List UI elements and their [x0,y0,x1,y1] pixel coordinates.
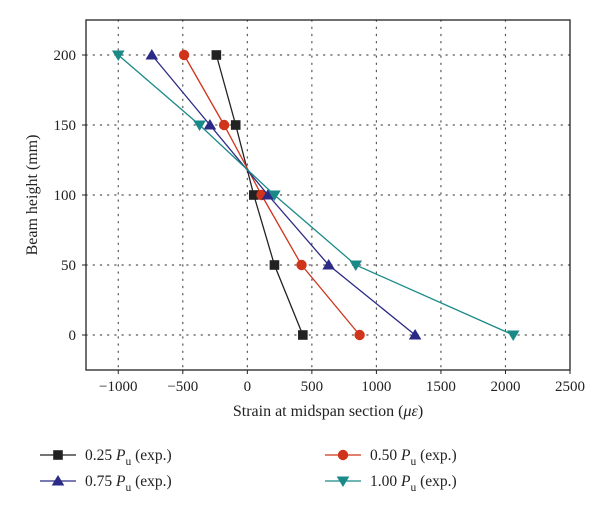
series-layer [111,49,520,341]
data-point [506,330,520,341]
series-3 [145,49,422,340]
x-tick-label: 1500 [426,379,456,395]
legend-marker [53,450,63,460]
data-point [218,119,230,131]
x-tick-label: 1000 [361,379,391,395]
legend-marker [336,476,350,487]
legend-marker [51,475,65,486]
legend: 0.25 Pu (exp.) 0.50 Pu (exp.) 0.75 Pu (exp… [40,447,457,494]
y-tick-label: 50 [61,258,76,274]
data-point [408,329,422,340]
data-point [322,259,335,270]
series-4 [111,50,520,341]
data-point [248,190,259,200]
data-point [111,50,125,61]
legend-item: 0.75 Pu (exp.) [40,473,172,494]
data-point [268,190,281,201]
legend-label: 0.75 Pu (exp.) [85,473,172,494]
data-point [193,120,206,131]
legend-label: 0.25 Pu (exp.) [85,447,172,468]
legend-marker [337,449,349,461]
data-point [178,49,190,61]
y-tick-label: 100 [54,188,77,204]
grid [85,19,571,371]
data-point [298,330,308,340]
x-tick-label: −500 [167,379,198,395]
data-point [261,189,275,200]
data-point [349,260,363,271]
axes [82,19,571,374]
data-point [230,120,241,130]
series-2 [178,49,365,341]
y-axis-title: Beam height (mm) [24,135,41,256]
data-point [269,260,280,270]
data-point [296,259,307,271]
data-point [211,50,222,60]
x-tick-label: 2500 [555,379,585,395]
legend-label: 0.50 Pu (exp.) [370,447,457,468]
legend-item: 0.50 Pu (exp.) [325,447,457,468]
x-tick-label: 500 [301,379,324,395]
legend-item: 1.00 Pu (exp.) [325,473,457,494]
x-tick-label: 2000 [490,379,520,395]
data-point [145,49,159,60]
tick-labels: −1000 −500 0 500 1000 1500 2000 2500 0 50 100 150 20… [54,48,586,395]
x-tick-label: 0 [244,379,252,395]
data-point [354,329,365,341]
x-tick-label: −1000 [99,379,137,395]
x-axis-title: Strain at midspan section (με) [233,403,423,420]
y-tick-label: 200 [54,48,77,64]
y-tick-label: 150 [54,118,77,134]
y-tick-label: 0 [69,328,77,344]
legend-label: 1.00 Pu (exp.) [370,473,457,494]
series-1 [211,50,308,340]
legend-item: 0.25 Pu (exp.) [40,447,172,468]
data-point [203,119,217,130]
